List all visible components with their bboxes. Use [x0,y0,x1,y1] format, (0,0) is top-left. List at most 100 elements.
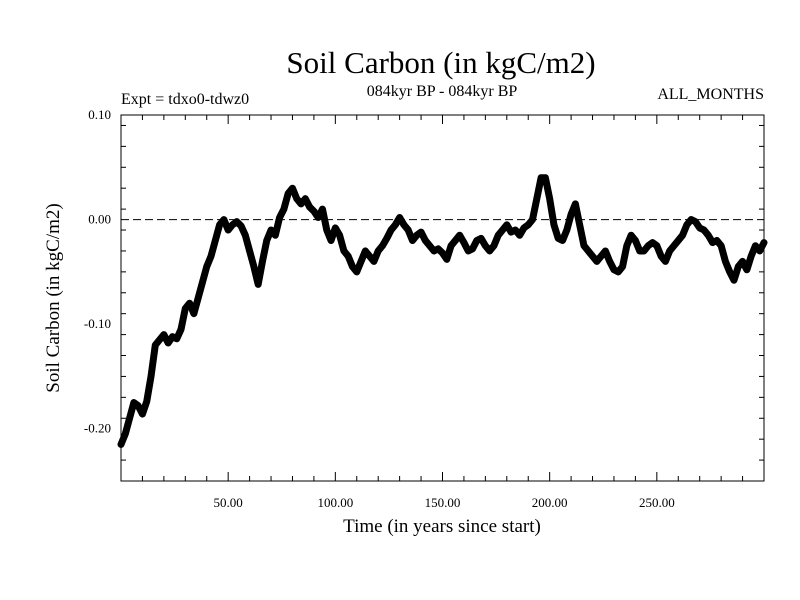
data-point [290,186,295,190]
data-point [239,224,243,228]
data-point [260,259,265,263]
data-point [440,251,445,255]
data-point [595,259,599,263]
data-point [376,249,380,253]
data-point [278,215,282,220]
data-point [676,238,680,243]
data-point [753,244,758,248]
data-point [192,312,196,316]
x-tick-label-5: 250.00 [639,495,675,510]
data-point [710,240,715,245]
data-point [702,228,706,232]
data-point [680,233,685,237]
y-tick-label-4: -0.20 [84,421,111,436]
data-point [175,337,179,341]
data-point [415,233,419,237]
data-point [346,254,350,258]
data-point [663,259,668,263]
data-point [586,249,590,253]
data-point [565,228,569,232]
data-point [672,244,676,248]
data-point [162,333,166,337]
data-point [655,244,659,248]
data-point [312,209,316,213]
data-point [368,254,372,258]
data-point [136,404,140,408]
data-point [209,254,213,258]
data-point [629,233,633,237]
data-point [398,215,402,220]
data-point [213,238,217,243]
data-point [325,228,329,232]
data-point [590,254,595,258]
data-point [222,217,226,222]
data-point [706,233,710,237]
series-layer [117,174,768,448]
data-point [689,217,693,222]
data-point [573,202,577,206]
data-point [659,254,663,258]
data-point [320,207,325,211]
data-point [560,238,565,243]
data-point [513,228,517,232]
data-point [475,238,479,243]
data-point [608,259,612,263]
data-point [248,249,252,253]
data-point [402,223,406,227]
data-point [410,238,415,243]
data-point [359,259,363,263]
x-axis-title: Time (in years since start) [343,516,541,537]
data-point [363,249,367,253]
data-point [569,212,573,216]
data-point [170,335,175,339]
data-point [145,399,149,404]
data-point [329,238,333,243]
data-point [389,228,393,232]
data-point [458,233,462,237]
data-point [295,197,299,201]
data-point [308,205,312,209]
data-point [505,223,509,227]
data-point [205,265,209,269]
data-point [230,223,235,227]
data-point [466,249,470,253]
data-point [333,226,337,230]
data-point [740,259,745,263]
data-point [518,233,522,237]
series-line-1 [117,174,768,448]
data-point [526,223,530,227]
data-point [685,223,689,227]
tick-layer: 50.00 100.00 150.00 200.00 250.00 0.10 0.00 -0.… [84,107,765,510]
data-point [698,226,702,230]
data-point [179,327,183,331]
data-point [226,228,230,232]
data-point [749,254,753,258]
data-point [638,249,642,253]
data-point [612,268,616,272]
data-point [350,265,355,269]
data-point [200,280,205,284]
data-point [642,249,646,253]
chart-title: Soil Carbon (in kgC/m2) [286,45,595,80]
data-point [140,412,145,416]
data-point [342,249,346,253]
data-point [453,238,457,243]
data-point [483,244,487,248]
x-tick-label-1: 50.00 [214,495,243,510]
data-point [256,282,260,287]
y-tick-label-1: 0.10 [88,107,111,122]
data-point [668,249,672,253]
data-point [745,268,749,272]
data-point [380,244,385,248]
y-axis-title: Soil Carbon (in kgC/m2) [43,203,64,392]
data-point [732,278,736,282]
data-point [123,432,127,436]
data-point [488,249,492,253]
data-point [603,249,607,253]
data-point [316,215,320,220]
data-point [530,217,535,222]
data-point [243,233,247,237]
data-point [385,236,389,240]
months-label: ALL_MONTHS [657,86,764,103]
